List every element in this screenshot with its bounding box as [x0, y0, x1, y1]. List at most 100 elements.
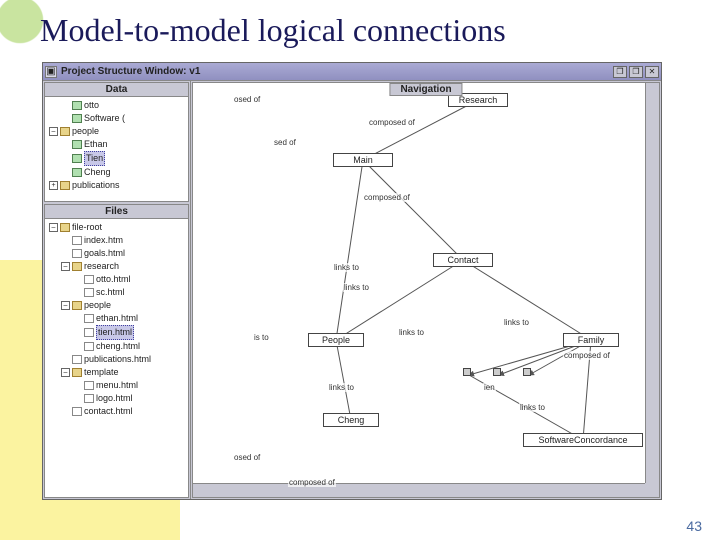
folder-icon	[72, 262, 82, 271]
file-icon	[72, 249, 82, 258]
close-button[interactable]: ✕	[645, 66, 659, 78]
folder-icon	[72, 301, 82, 310]
graph-edge-label: ien	[483, 383, 496, 392]
files-panel: Files –file-rootindex.htmgoals.html–rese…	[44, 204, 189, 498]
tree-row[interactable]: otto.html	[47, 273, 186, 286]
graph-edge-label: osed of	[233, 95, 261, 104]
tree-label: index.htm	[84, 234, 123, 247]
page-number: 43	[686, 518, 702, 534]
tree-toggle[interactable]: –	[61, 301, 70, 310]
tree-row[interactable]: otto	[47, 99, 186, 112]
graph-node-main[interactable]: Main	[333, 153, 393, 167]
file-icon	[72, 236, 82, 245]
tree-label: Software (	[84, 112, 125, 125]
tree-label: research	[84, 260, 119, 273]
folder-icon	[60, 127, 70, 136]
obj-icon	[72, 114, 82, 123]
folder-icon	[60, 223, 70, 232]
file-icon	[84, 314, 94, 323]
tree-row[interactable]: Ethan	[47, 138, 186, 151]
graph-edge-label: links to	[343, 283, 370, 292]
graph-canvas[interactable]: Navigation ResearchMainContactPeopleFami…	[192, 82, 660, 498]
tree-label: otto	[84, 99, 99, 112]
tree-toggle[interactable]: –	[61, 262, 70, 271]
graph-node-n1[interactable]	[523, 368, 531, 376]
tree-toggle[interactable]: +	[49, 181, 58, 190]
window-body: Data ottoSoftware (–peopleEthanTienCheng…	[43, 81, 661, 499]
graph-node-swconc[interactable]: SoftwareConcordance	[523, 433, 643, 447]
tree-label: people	[84, 299, 111, 312]
tree-row[interactable]: sc.html	[47, 286, 186, 299]
tree-label: contact.html	[84, 405, 133, 418]
window-title: Project Structure Window: v1	[61, 66, 613, 77]
file-icon	[84, 288, 94, 297]
graph-edge-label: composed of	[368, 118, 416, 127]
tree-row[interactable]: cheng.html	[47, 340, 186, 353]
tree-row[interactable]: tien.html	[47, 325, 186, 340]
tree-label: file-root	[72, 221, 102, 234]
tree-toggle[interactable]: –	[49, 127, 58, 136]
tree-row[interactable]: – people	[47, 299, 186, 312]
tree-label: ethan.html	[96, 312, 138, 325]
tree-row[interactable]: menu.html	[47, 379, 186, 392]
tree-row[interactable]: goals.html	[47, 247, 186, 260]
tree-label: Ethan	[84, 138, 108, 151]
tree-row[interactable]: Software (	[47, 112, 186, 125]
tree-label: publications	[72, 179, 120, 192]
tree-row[interactable]: + publications	[47, 179, 186, 192]
graph-edge-label: osed of	[233, 453, 261, 462]
graph-node-family[interactable]: Family	[563, 333, 619, 347]
tree-row[interactable]: – file-root	[47, 221, 186, 234]
graph-edge-label: links to	[328, 383, 355, 392]
tree-row[interactable]: Tien	[47, 151, 186, 166]
tree-label: template	[84, 366, 119, 379]
window-titlebar[interactable]: ▣ Project Structure Window: v1 ❐ ❐ ✕	[43, 63, 661, 81]
graph-node-contact[interactable]: Contact	[433, 253, 493, 267]
tree-label: goals.html	[84, 247, 125, 260]
tree-row[interactable]: – research	[47, 260, 186, 273]
files-tree[interactable]: – file-rootindex.htmgoals.html – researchot…	[45, 219, 188, 420]
window-icon: ▣	[45, 66, 57, 78]
graph-node-people[interactable]: People	[308, 333, 364, 347]
tree-label: sc.html	[96, 286, 125, 299]
obj-icon	[72, 168, 82, 177]
graph-node-cheng[interactable]: Cheng	[323, 413, 379, 427]
tree-row[interactable]: ethan.html	[47, 312, 186, 325]
file-icon	[72, 355, 82, 364]
tree-label: logo.html	[96, 392, 133, 405]
graph-node-tien[interactable]	[463, 368, 471, 376]
data-tree[interactable]: ottoSoftware (–peopleEthanTienCheng + publ…	[45, 97, 188, 194]
tree-row[interactable]: index.htm	[47, 234, 186, 247]
graph-edge-label: composed of	[288, 478, 336, 487]
slide-title: Model-to-model logical connections	[40, 12, 506, 49]
file-icon	[84, 342, 94, 351]
maximize-button[interactable]: ❐	[629, 66, 643, 78]
obj-icon	[72, 154, 82, 163]
tree-row[interactable]: – template	[47, 366, 186, 379]
restore-button[interactable]: ❐	[613, 66, 627, 78]
tree-row[interactable]: publications.html	[47, 353, 186, 366]
obj-icon	[72, 140, 82, 149]
left-column: Data ottoSoftware ( – people EthanTienCheng…	[43, 81, 191, 499]
tree-label: tien.html	[96, 325, 134, 340]
window-buttons: ❐ ❐ ✕	[613, 66, 659, 78]
tree-toggle[interactable]: –	[61, 368, 70, 377]
tree-row[interactable]: logo.html	[47, 392, 186, 405]
file-icon	[84, 381, 94, 390]
tree-label: Cheng	[84, 166, 111, 179]
tree-row[interactable]: Cheng	[47, 166, 186, 179]
canvas-header: Navigation	[389, 83, 462, 96]
tree-label: cheng.html	[96, 340, 140, 353]
graph-node-ethan[interactable]	[493, 368, 501, 376]
data-panel-header: Data	[45, 83, 188, 97]
file-icon	[84, 328, 94, 337]
tree-row[interactable]: –people	[47, 125, 186, 138]
obj-icon	[72, 101, 82, 110]
tree-row[interactable]: contact.html	[47, 405, 186, 418]
graph-edge-label: sed of	[273, 138, 297, 147]
slide: Model-to-model logical connections 43 ▣ …	[0, 0, 720, 540]
file-icon	[84, 275, 94, 284]
tree-toggle[interactable]: –	[49, 223, 58, 232]
folder-icon	[72, 368, 82, 377]
tree-label: otto.html	[96, 273, 131, 286]
